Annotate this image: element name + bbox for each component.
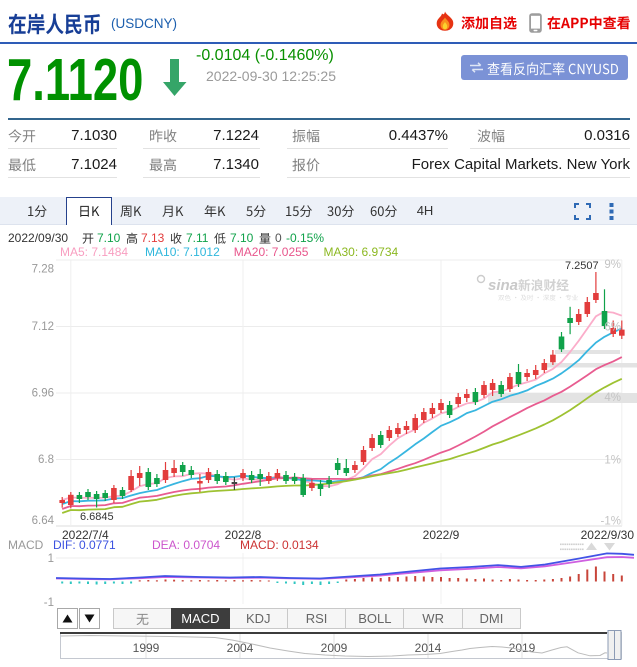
svg-text:7.28: 7.28 [32, 264, 54, 276]
svg-text:2004: 2004 [227, 641, 254, 655]
svg-text:-1%: -1% [601, 516, 621, 528]
svg-text:2014: 2014 [415, 641, 442, 655]
svg-text:4%: 4% [604, 392, 621, 404]
svg-text:1999: 1999 [133, 641, 160, 655]
svg-text:2022/8: 2022/8 [225, 528, 262, 542]
svg-text:6.8: 6.8 [38, 454, 54, 466]
svg-text:1%: 1% [604, 455, 621, 467]
svg-text:-1: -1 [44, 597, 54, 609]
svg-text:1: 1 [48, 553, 54, 565]
svg-text:7.2507: 7.2507 [565, 260, 599, 272]
svg-text:2009: 2009 [321, 641, 348, 655]
svg-text:2022/9: 2022/9 [423, 528, 460, 542]
svg-text:6.64: 6.64 [32, 515, 55, 527]
svg-text:9%: 9% [604, 259, 621, 271]
svg-text:6.96: 6.96 [32, 388, 54, 400]
svg-text:2022/7/4: 2022/7/4 [62, 528, 109, 542]
svg-text:2022/9/30: 2022/9/30 [581, 528, 635, 542]
svg-text:7.12: 7.12 [32, 321, 54, 333]
svg-text:6.6845: 6.6845 [80, 511, 114, 523]
svg-text:sina: sina [488, 277, 518, 294]
svg-text:6%: 6% [604, 322, 621, 334]
